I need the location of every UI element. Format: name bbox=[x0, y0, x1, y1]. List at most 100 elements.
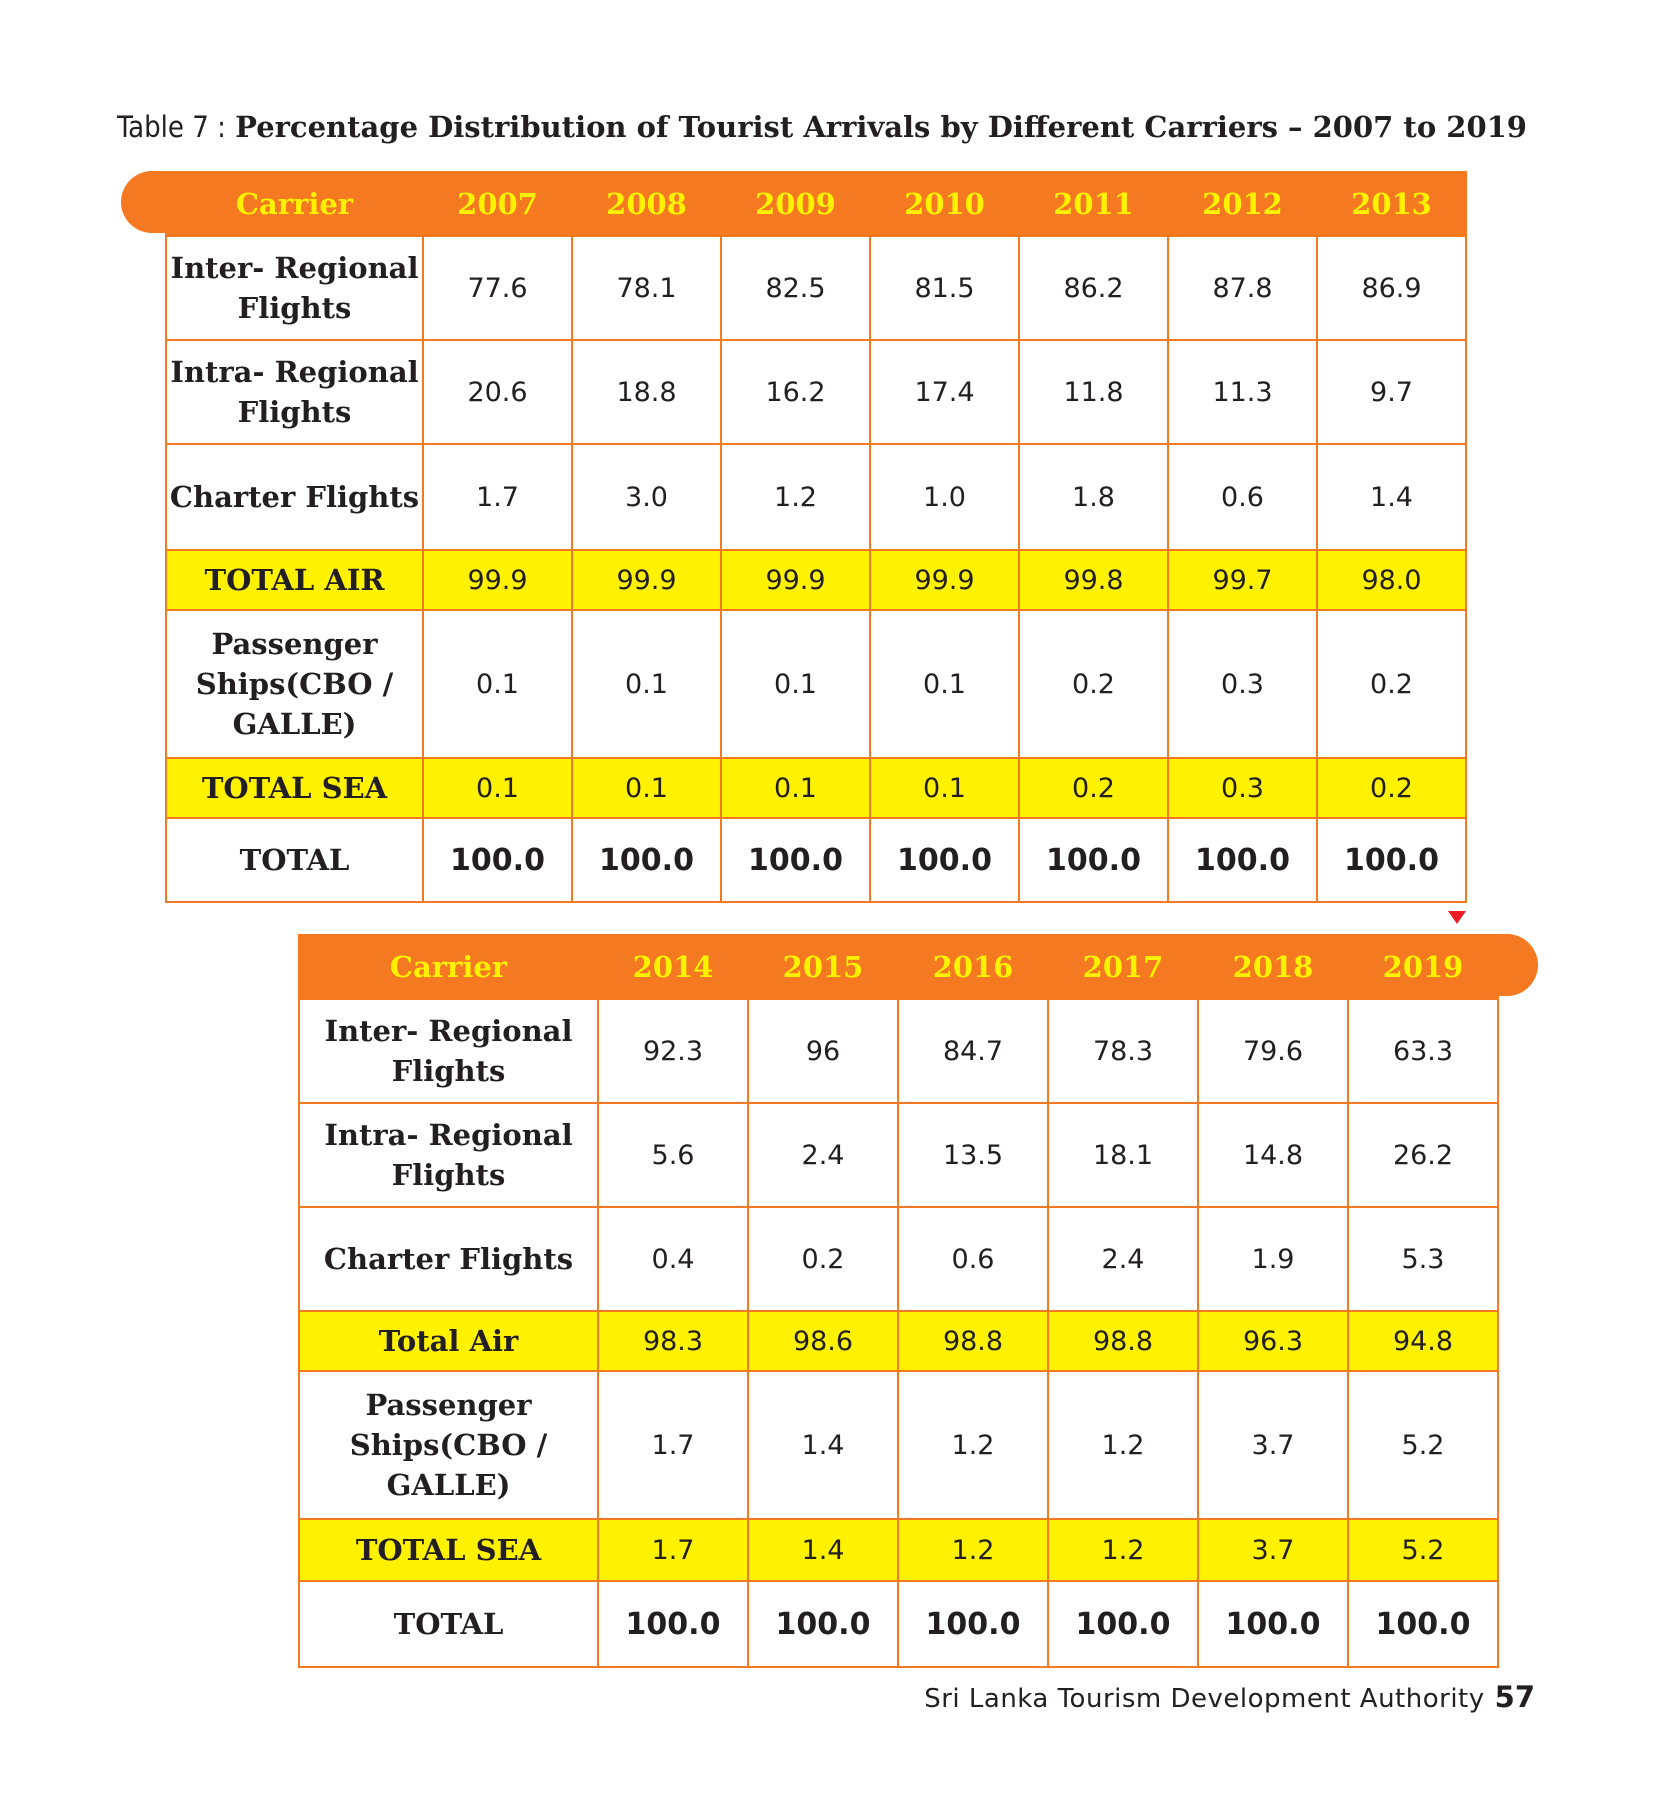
table-cell: 100.0 bbox=[897, 1580, 1049, 1668]
table-cell: 16.2 bbox=[720, 339, 871, 445]
table-cell: 98.8 bbox=[897, 1310, 1049, 1372]
header-row: Carrier 2007 2008 2009 2010 2011 2012 20… bbox=[165, 171, 1467, 237]
table-cell: 99.9 bbox=[720, 549, 871, 611]
table-cell: 94.8 bbox=[1347, 1310, 1499, 1372]
table-cell: 11.3 bbox=[1167, 339, 1318, 445]
page-footer: Sri Lanka Tourism Development Authority … bbox=[924, 1680, 1535, 1714]
table-cell: 0.2 bbox=[1018, 757, 1169, 819]
table-cell: 3.0 bbox=[571, 443, 722, 551]
table-row: Intra- Regional Flights 20.6 18.8 16.2 1… bbox=[165, 339, 1467, 445]
column-header: 2012 bbox=[1167, 171, 1318, 237]
row-label: Total Air bbox=[298, 1310, 599, 1372]
table-cell: 0.1 bbox=[571, 609, 722, 759]
row-label: Passenger Ships(CBO / GALLE) bbox=[165, 609, 424, 759]
header-row: Carrier 2014 2015 2016 2017 2018 2019 bbox=[298, 934, 1499, 1000]
table-cell: 5.2 bbox=[1347, 1370, 1499, 1520]
table-cell: 0.1 bbox=[720, 609, 871, 759]
row-label: Passenger Ships(CBO / GALLE) bbox=[298, 1370, 599, 1520]
table-cell: 0.1 bbox=[720, 757, 871, 819]
table-2007-2013: Carrier 2007 2008 2009 2010 2011 2012 20… bbox=[165, 171, 1467, 903]
table-cell: 0.3 bbox=[1167, 609, 1318, 759]
column-header: 2016 bbox=[897, 934, 1049, 1000]
row-label: Charter Flights bbox=[165, 443, 424, 551]
table-cell: 1.2 bbox=[897, 1370, 1049, 1520]
column-header: 2019 bbox=[1347, 934, 1499, 1000]
table-cell: 92.3 bbox=[597, 998, 749, 1104]
column-header: 2018 bbox=[1197, 934, 1349, 1000]
table-cell: 26.2 bbox=[1347, 1102, 1499, 1208]
table-cell: 1.0 bbox=[869, 443, 1020, 551]
table-cell: 100.0 bbox=[1018, 817, 1169, 903]
table-caption: Table 7 : Percentage Distribution of Tou… bbox=[117, 110, 1527, 144]
table-cell: 0.2 bbox=[747, 1206, 899, 1312]
table-row: Intra- Regional Flights 5.6 2.4 13.5 18.… bbox=[298, 1102, 1499, 1208]
column-header: 2015 bbox=[747, 934, 899, 1000]
total-air-row: Total Air 98.3 98.6 98.8 98.8 96.3 94.8 bbox=[298, 1310, 1499, 1372]
column-header: 2009 bbox=[720, 171, 871, 237]
table-cell: 100.0 bbox=[1047, 1580, 1199, 1668]
table-cell: 5.3 bbox=[1347, 1206, 1499, 1312]
table-cell: 1.7 bbox=[597, 1518, 749, 1582]
table-cell: 100.0 bbox=[1197, 1580, 1349, 1668]
table-cell: 0.6 bbox=[1167, 443, 1318, 551]
table-cell: 0.2 bbox=[1316, 757, 1467, 819]
table-cell: 0.1 bbox=[869, 609, 1020, 759]
grand-total-row: TOTAL 100.0 100.0 100.0 100.0 100.0 100.… bbox=[298, 1580, 1499, 1668]
table-cell: 100.0 bbox=[720, 817, 871, 903]
continuation-arrow-icon bbox=[1448, 911, 1466, 924]
table-cell: 98.3 bbox=[597, 1310, 749, 1372]
table-cell: 0.4 bbox=[597, 1206, 749, 1312]
table-row: Passenger Ships(CBO / GALLE) 0.1 0.1 0.1… bbox=[165, 609, 1467, 759]
table-cell: 9.7 bbox=[1316, 339, 1467, 445]
table-cell: 98.8 bbox=[1047, 1310, 1199, 1372]
table-cell: 5.6 bbox=[597, 1102, 749, 1208]
table-cell: 99.7 bbox=[1167, 549, 1318, 611]
table-cell: 1.2 bbox=[720, 443, 871, 551]
column-header: 2013 bbox=[1316, 171, 1467, 237]
row-label: Inter- Regional Flights bbox=[165, 235, 424, 341]
row-label: TOTAL bbox=[165, 817, 424, 903]
row-label: TOTAL SEA bbox=[165, 757, 424, 819]
row-label: TOTAL SEA bbox=[298, 1518, 599, 1582]
table-cell: 0.1 bbox=[422, 609, 573, 759]
table-cell: 3.7 bbox=[1197, 1518, 1349, 1582]
table-row: Charter Flights 1.7 3.0 1.2 1.0 1.8 0.6 … bbox=[165, 443, 1467, 551]
table-cell: 0.1 bbox=[869, 757, 1020, 819]
table-cell: 100.0 bbox=[422, 817, 573, 903]
table-cell: 1.2 bbox=[1047, 1370, 1199, 1520]
table-cell: 17.4 bbox=[869, 339, 1020, 445]
table-cell: 78.3 bbox=[1047, 998, 1199, 1104]
table-row: Passenger Ships(CBO / GALLE) 1.7 1.4 1.2… bbox=[298, 1370, 1499, 1520]
caption-title: Percentage Distribution of Tourist Arriv… bbox=[235, 110, 1527, 144]
table-cell: 98.0 bbox=[1316, 549, 1467, 611]
table-row: Inter- Regional Flights 92.3 96 84.7 78.… bbox=[298, 998, 1499, 1104]
table-cell: 77.6 bbox=[422, 235, 573, 341]
table-cell: 100.0 bbox=[1347, 1580, 1499, 1668]
row-label: Charter Flights bbox=[298, 1206, 599, 1312]
table-cell: 1.4 bbox=[1316, 443, 1467, 551]
table-cell: 100.0 bbox=[1167, 817, 1318, 903]
table-cell: 5.2 bbox=[1347, 1518, 1499, 1582]
table-cell: 1.4 bbox=[747, 1370, 899, 1520]
total-air-row: TOTAL AIR 99.9 99.9 99.9 99.9 99.8 99.7 … bbox=[165, 549, 1467, 611]
table-cell: 98.6 bbox=[747, 1310, 899, 1372]
table-cell: 100.0 bbox=[571, 817, 722, 903]
total-sea-row: TOTAL SEA 0.1 0.1 0.1 0.1 0.2 0.3 0.2 bbox=[165, 757, 1467, 819]
row-label: Inter- Regional Flights bbox=[298, 998, 599, 1104]
column-header: 2010 bbox=[869, 171, 1020, 237]
column-header: Carrier bbox=[298, 934, 599, 1000]
row-label: TOTAL bbox=[298, 1580, 599, 1668]
table-cell: 81.5 bbox=[869, 235, 1020, 341]
column-header: 2007 bbox=[422, 171, 573, 237]
row-label: Intra- Regional Flights bbox=[165, 339, 424, 445]
column-header: 2014 bbox=[597, 934, 749, 1000]
column-header: 2017 bbox=[1047, 934, 1199, 1000]
table-cell: 100.0 bbox=[1316, 817, 1467, 903]
total-sea-row: TOTAL SEA 1.7 1.4 1.2 1.2 3.7 5.2 bbox=[298, 1518, 1499, 1582]
page-number: 57 bbox=[1494, 1680, 1535, 1714]
table-cell: 99.9 bbox=[422, 549, 573, 611]
table-cell: 1.7 bbox=[422, 443, 573, 551]
table-cell: 1.8 bbox=[1018, 443, 1169, 551]
table-cell: 100.0 bbox=[747, 1580, 899, 1668]
table-cell: 87.8 bbox=[1167, 235, 1318, 341]
